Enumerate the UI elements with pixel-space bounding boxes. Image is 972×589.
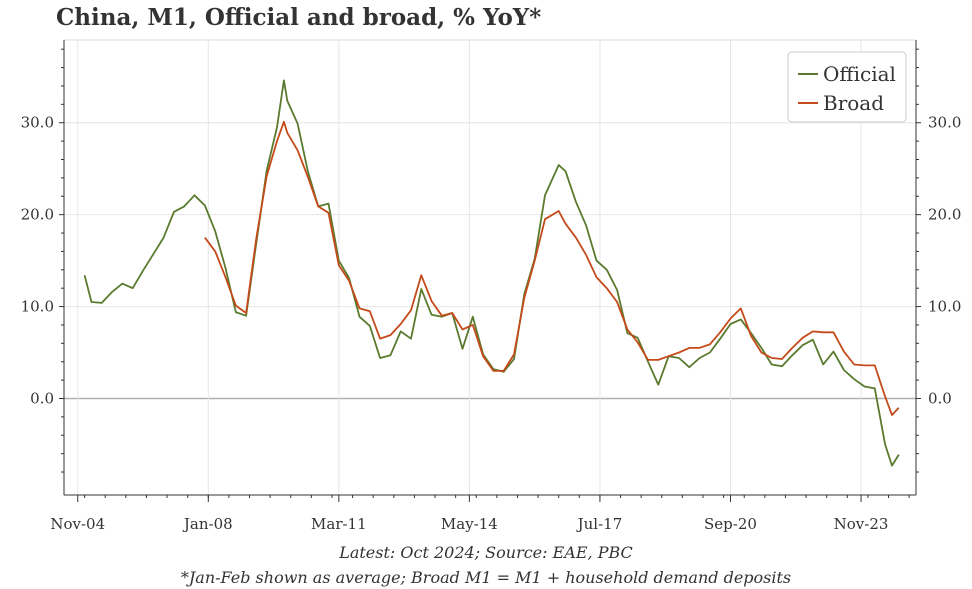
y-tick-label: 10.0 [21,298,54,316]
x-tick-label: Nov-23 [834,515,889,533]
y-tick-label-right: 10.0 [928,298,961,316]
x-tick-label: Jul-17 [576,515,623,533]
x-tick-label: May-14 [441,515,498,533]
official-line [83,79,900,467]
y-tick-label-right: 20.0 [928,206,961,224]
series-group [83,79,900,467]
broad-line [204,120,900,416]
x-tick-label: Nov-04 [50,515,105,533]
legend-broad-label: Broad [823,91,884,115]
legend-official-label: Official [823,62,896,86]
x-tick-label: Sep-20 [704,515,757,533]
source-note: Latest: Oct 2024; Source: EAE, PBC [338,543,633,562]
y-tick-label: 30.0 [21,114,54,132]
chart-title: China, M1, Official and broad, % YoY* [56,4,542,31]
grid [64,40,916,495]
x-tick-label: Mar-11 [311,515,367,533]
y-tick-label-right: 0.0 [928,389,952,407]
legend-box [787,51,907,123]
footnote: *Jan-Feb shown as average; Broad M1 = M1… [181,568,791,587]
legend: Official Broad [787,51,907,123]
y-tick-label: 0.0 [30,389,54,407]
axes: 0.0 0.0 10.0 10.0 20.0 20.0 30.0 30.0 Nov-04 Jan-… [21,40,961,533]
y-tick-label: 20.0 [21,206,54,224]
x-tick-label: Jan-08 [182,515,233,533]
y-tick-label-right: 30.0 [928,114,961,132]
